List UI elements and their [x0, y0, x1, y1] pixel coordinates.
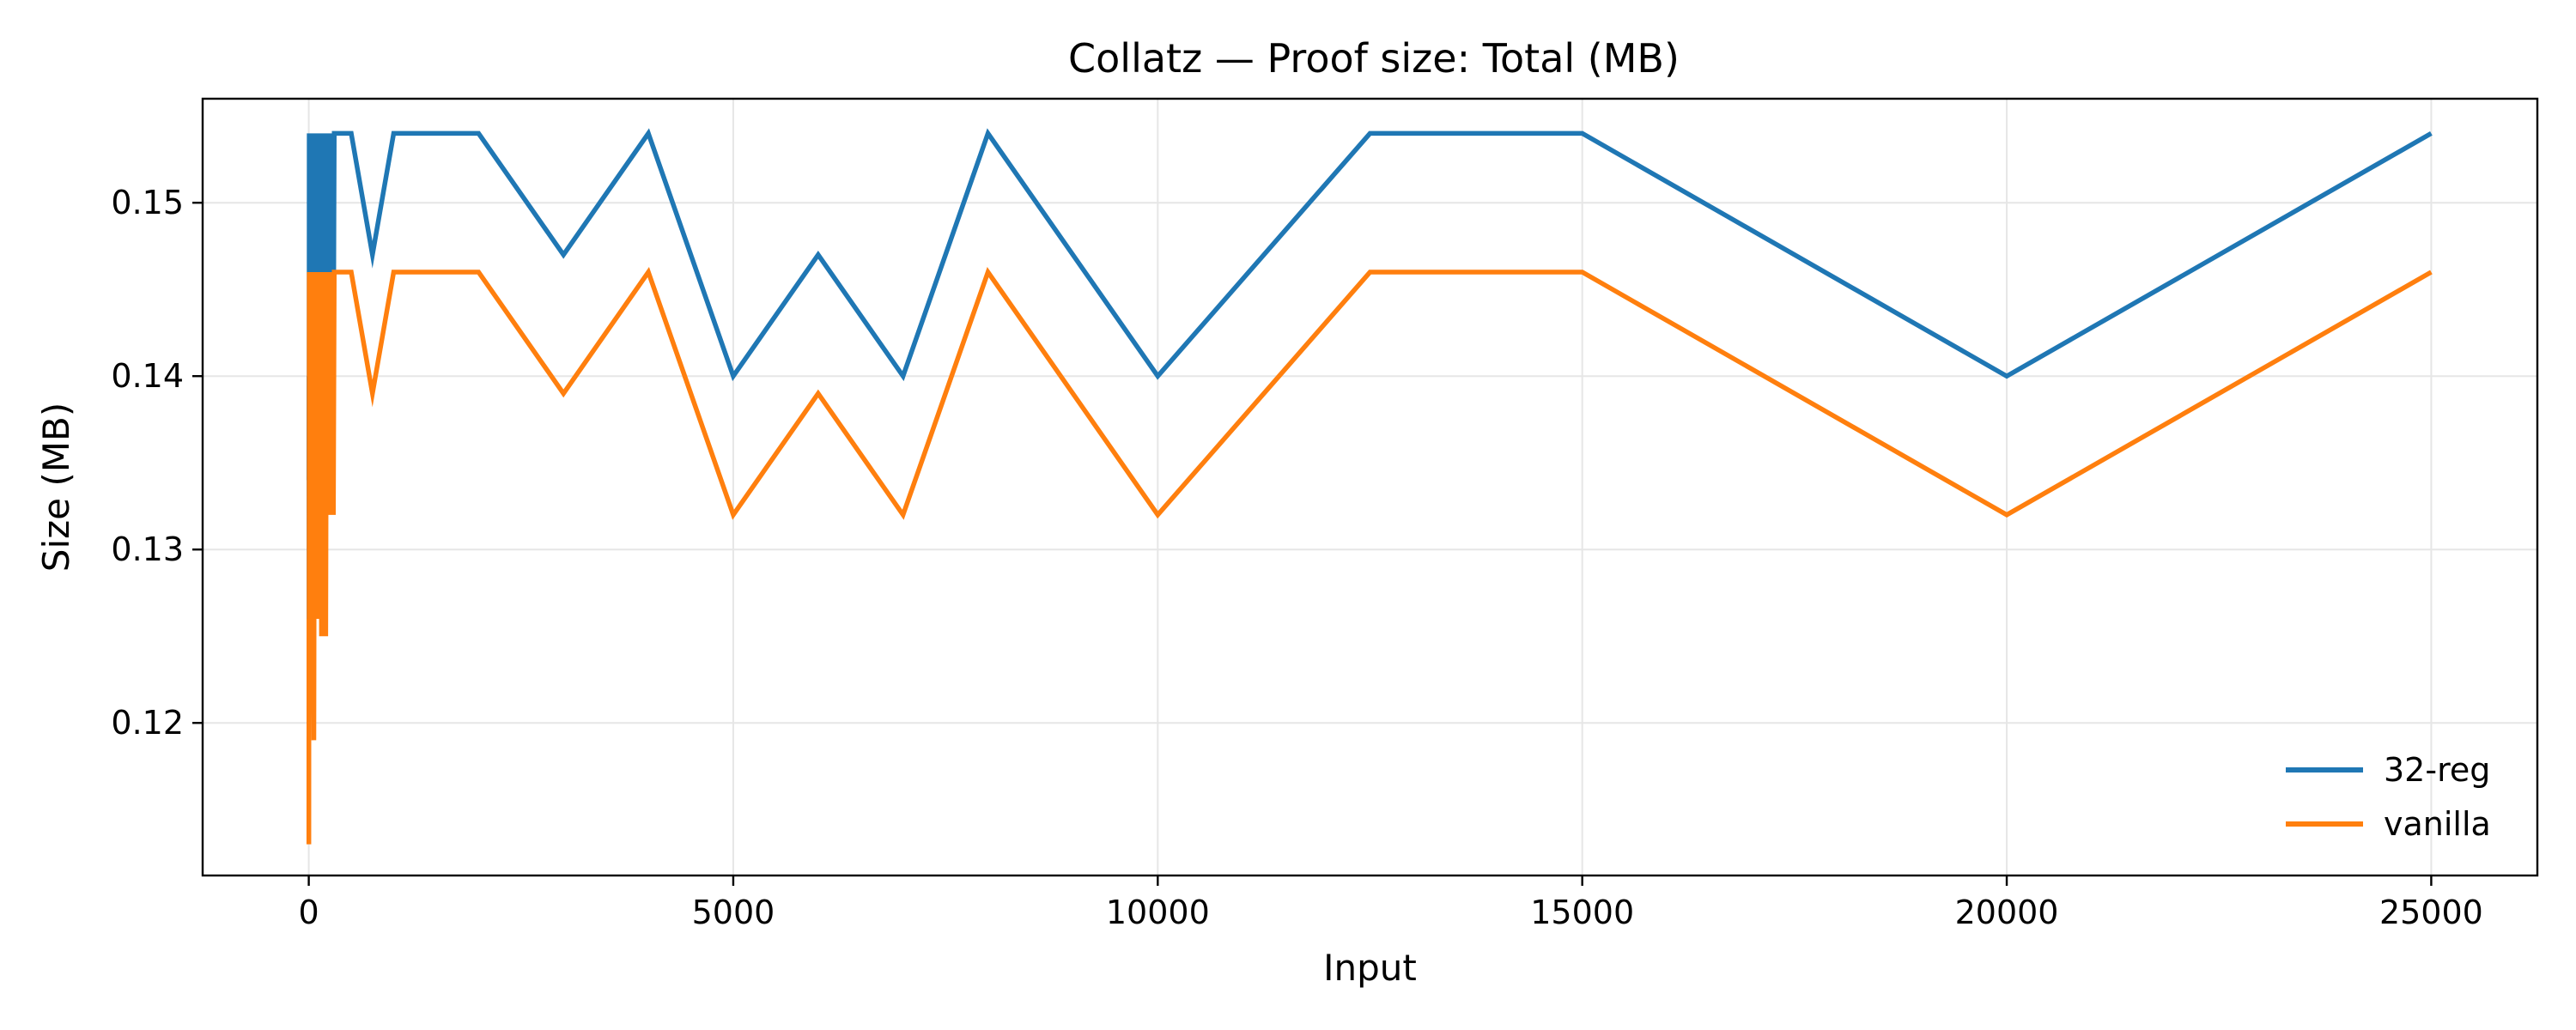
plot-series-group	[306, 128, 2433, 845]
y-axis: 0.12 0.13 0.14 0.15	[111, 184, 203, 742]
y-tick-label-1: 0.13	[111, 530, 184, 568]
x-tick-label-0: 0	[298, 894, 319, 931]
y-tick-label-3: 0.15	[111, 184, 184, 221]
legend: 32-reg vanilla	[2286, 751, 2491, 843]
y-tick-label-0: 0.12	[111, 704, 184, 742]
chart-title: Collatz — Proof size: Total (MB)	[1068, 35, 1680, 82]
legend-label-32-reg: 32-reg	[2384, 751, 2490, 789]
x-tick-label-3: 15000	[1530, 894, 1634, 931]
x-axis: 0 5000 10000 15000 20000 25000	[298, 876, 2483, 931]
grid	[203, 99, 2537, 876]
legend-label-vanilla: vanilla	[2384, 805, 2491, 843]
x-tick-label-4: 20000	[1955, 894, 2059, 931]
x-axis-label: Input	[1323, 947, 1417, 989]
x-tick-label-1: 5000	[692, 894, 775, 931]
y-tick-label-2: 0.14	[111, 357, 184, 395]
x-tick-label-2: 10000	[1106, 894, 1210, 931]
plot-frame	[201, 97, 2539, 877]
y-axis-label: Size (MB)	[35, 403, 77, 572]
x-tick-label-5: 25000	[2379, 894, 2483, 931]
series-line-vanilla	[306, 267, 2433, 845]
